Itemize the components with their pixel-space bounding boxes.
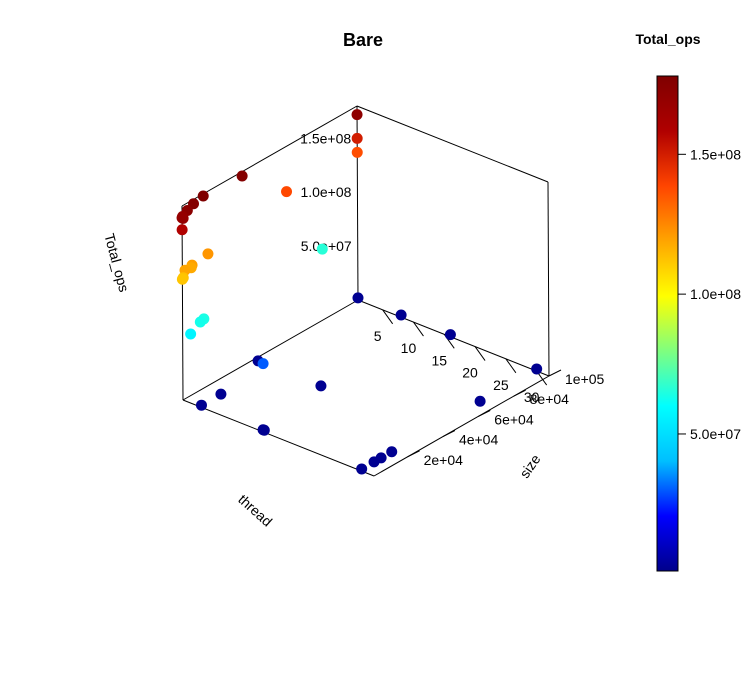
data-point bbox=[351, 146, 363, 158]
x-tick-label: 20 bbox=[462, 365, 478, 381]
y-tick-mark bbox=[442, 430, 456, 438]
colorbar-tick-label: 1.5e+08 bbox=[690, 146, 741, 162]
chart-title: Bare bbox=[343, 30, 383, 50]
x-tick-mark bbox=[413, 321, 424, 337]
data-point bbox=[316, 243, 328, 255]
data-point bbox=[176, 212, 188, 224]
top-edge-right bbox=[356, 105, 549, 183]
data-point bbox=[368, 456, 380, 468]
x-tick-label: 15 bbox=[431, 352, 447, 368]
x-tick-mark bbox=[505, 358, 517, 374]
data-point bbox=[176, 224, 188, 236]
y-tick-label: 8e+04 bbox=[530, 391, 570, 407]
data-point bbox=[315, 380, 327, 392]
data-point bbox=[258, 424, 270, 436]
y-tick-label: 4e+04 bbox=[459, 432, 499, 448]
x-tick-label: 25 bbox=[493, 377, 509, 393]
x-tick-mark bbox=[382, 309, 394, 325]
z-tick-label: 1.0e+08 bbox=[300, 184, 351, 200]
data-point bbox=[356, 463, 368, 475]
colorbar-title: Total_ops bbox=[635, 31, 700, 47]
vertical-edge-right bbox=[547, 181, 550, 377]
y-tick-mark bbox=[548, 369, 562, 377]
y-tick-label: 1e+05 bbox=[565, 371, 605, 387]
floor-edge-front-left bbox=[182, 299, 359, 401]
z-tick-label: 1.5e+08 bbox=[300, 130, 351, 146]
y-tick-mark bbox=[513, 389, 526, 397]
x-tick-mark bbox=[474, 346, 486, 361]
data-point bbox=[444, 329, 456, 341]
colorbar bbox=[656, 75, 679, 572]
data-point bbox=[531, 363, 543, 375]
data-point bbox=[395, 309, 407, 321]
data-points bbox=[176, 109, 543, 475]
x-tick-label: 10 bbox=[401, 340, 417, 356]
y-tick-mark bbox=[478, 409, 491, 417]
data-point bbox=[257, 358, 269, 370]
x-tick-label: 30 bbox=[524, 389, 540, 405]
top-edge-left bbox=[181, 105, 358, 207]
data-point bbox=[185, 328, 197, 340]
data-point bbox=[195, 399, 207, 411]
y-tick-mark bbox=[407, 450, 420, 458]
axis-ticks: 510152025302e+044e+046e+048e+041e+055.0e… bbox=[300, 130, 604, 467]
y-tick-label: 2e+04 bbox=[424, 452, 464, 468]
data-point bbox=[352, 292, 364, 304]
colorbar-tick-label: 5.0e+07 bbox=[690, 426, 741, 442]
x-tick-label: 5 bbox=[374, 328, 382, 344]
data-point bbox=[351, 109, 363, 121]
colorbar-ticks: 5.0e+07 1.0e+08 1.5e+08 bbox=[678, 146, 741, 442]
data-point bbox=[236, 170, 248, 182]
data-point bbox=[474, 395, 486, 407]
data-point bbox=[197, 190, 209, 202]
data-point bbox=[281, 186, 293, 198]
floor-edge-thread bbox=[182, 399, 375, 477]
data-point bbox=[351, 132, 363, 144]
data-point bbox=[386, 446, 398, 458]
data-point bbox=[215, 388, 227, 400]
data-point bbox=[176, 273, 188, 285]
vertical-edge-left bbox=[181, 205, 184, 401]
data-point bbox=[194, 316, 206, 328]
data-point bbox=[202, 248, 214, 260]
colorbar-tick-label: 1.0e+08 bbox=[690, 286, 741, 302]
y-tick-label: 6e+04 bbox=[494, 411, 534, 427]
